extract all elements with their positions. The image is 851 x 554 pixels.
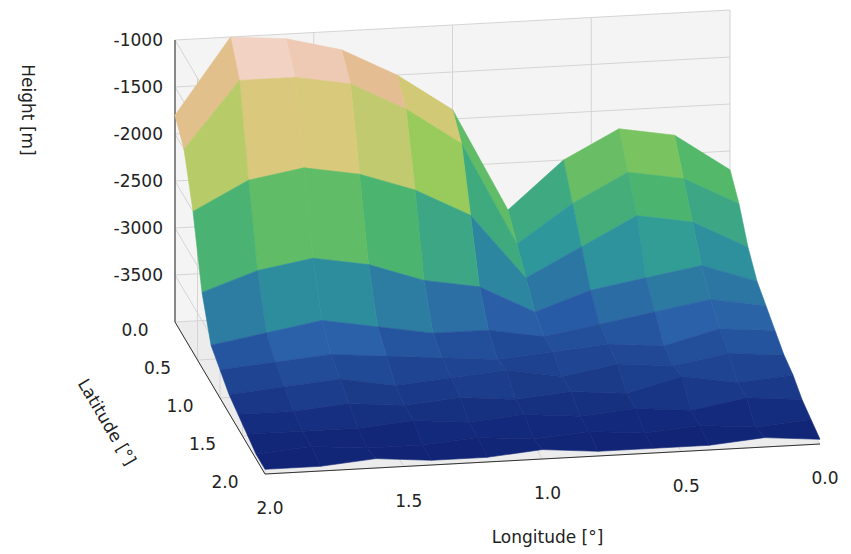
surface-cell (451, 370, 516, 399)
surface-cell (304, 168, 369, 265)
surface-cell (351, 84, 416, 190)
surface-cell (609, 344, 674, 366)
surface-cell (405, 398, 470, 423)
x-tick-label: 0.0 (811, 468, 838, 488)
tick-labels: -3500 -3000 -2500 -2000 -1500 -1000 0.0 0.5 1.0 1… (114, 30, 839, 518)
y-tick-label: 1.0 (166, 396, 193, 416)
surface-cell (229, 387, 294, 415)
surface-cell (691, 398, 756, 427)
surface-cell (231, 37, 296, 80)
surface-cell (580, 409, 645, 434)
grid (175, 10, 820, 474)
surface-cell (295, 77, 360, 174)
surface-cell (202, 271, 267, 346)
y-tick-label: 0.5 (144, 358, 171, 378)
surface-cell (294, 404, 359, 432)
surface-cell (433, 330, 498, 359)
surface-cell (480, 287, 545, 337)
surface-cell (600, 312, 665, 346)
x-tick-label: 1.0 (534, 483, 561, 503)
surface-cell (358, 421, 423, 449)
surface-cell (249, 168, 314, 271)
surface-cell (645, 425, 710, 448)
x-tick-label: 1.5 (395, 491, 422, 511)
surface-cell (415, 190, 480, 287)
surface-cell (738, 375, 803, 400)
grid-line (175, 40, 176, 322)
surface-cell (340, 379, 405, 405)
surface (175, 37, 820, 469)
surface-cell (258, 258, 323, 333)
chart: -3500 -3000 -2500 -2000 -1500 -1000 0.0 0.5 1.0 1… (0, 0, 851, 554)
surface-cell (562, 364, 627, 393)
surface-cell (369, 265, 434, 334)
surface-cell (286, 39, 351, 84)
y-tick-label: 1.5 (189, 434, 216, 454)
surface-cell (756, 419, 821, 439)
surface-cell (619, 129, 684, 179)
surface-cell (720, 329, 785, 355)
surface-cell (469, 415, 534, 440)
surface-cell (711, 299, 776, 330)
axis-titles: Height [m] Latitude [°] Longitude [°] (18, 64, 603, 547)
surface-cell (313, 258, 378, 327)
z-tick-label: -3000 (114, 218, 163, 238)
surface-cell (628, 172, 693, 222)
panes (175, 10, 820, 474)
x-axis-title: Longitude [°] (492, 527, 604, 547)
surface-cell (322, 320, 387, 356)
surface-cell (424, 280, 489, 333)
y-tick-label: 2.0 (211, 472, 238, 492)
surface-cell (423, 437, 488, 460)
surface-cell (589, 431, 654, 451)
surface-cell (582, 216, 647, 291)
surface-cell (378, 327, 443, 358)
surface-cell (367, 445, 432, 460)
surface-cell (238, 411, 303, 434)
surface-cell (312, 446, 377, 466)
surface-cell (627, 376, 692, 410)
surface-cell (360, 174, 425, 280)
surface-cell (240, 77, 305, 180)
x-tick-label: 2.0 (256, 498, 283, 518)
surface-cell (534, 431, 599, 451)
z-tick-label: -2000 (114, 124, 163, 144)
z-tick-label: -2500 (114, 171, 163, 191)
z-tick-label: -1000 (114, 30, 163, 50)
y-axis-title: Latitude [°] (74, 375, 141, 469)
z-axis-line (175, 40, 176, 322)
surface-cell (478, 437, 543, 457)
x-tick-label: 0.5 (673, 476, 700, 496)
z-axis-title: Height [m] (18, 64, 38, 155)
surface-cell (516, 392, 581, 417)
grid-line (175, 40, 176, 322)
surface-cell (700, 425, 765, 445)
surface-cell (303, 428, 368, 448)
surface-cell (256, 446, 321, 469)
y-tick-label: 0.0 (121, 320, 148, 340)
axes (175, 40, 820, 474)
z-tick-label: -3500 (114, 265, 163, 285)
z-tick-label: -1500 (114, 77, 163, 97)
